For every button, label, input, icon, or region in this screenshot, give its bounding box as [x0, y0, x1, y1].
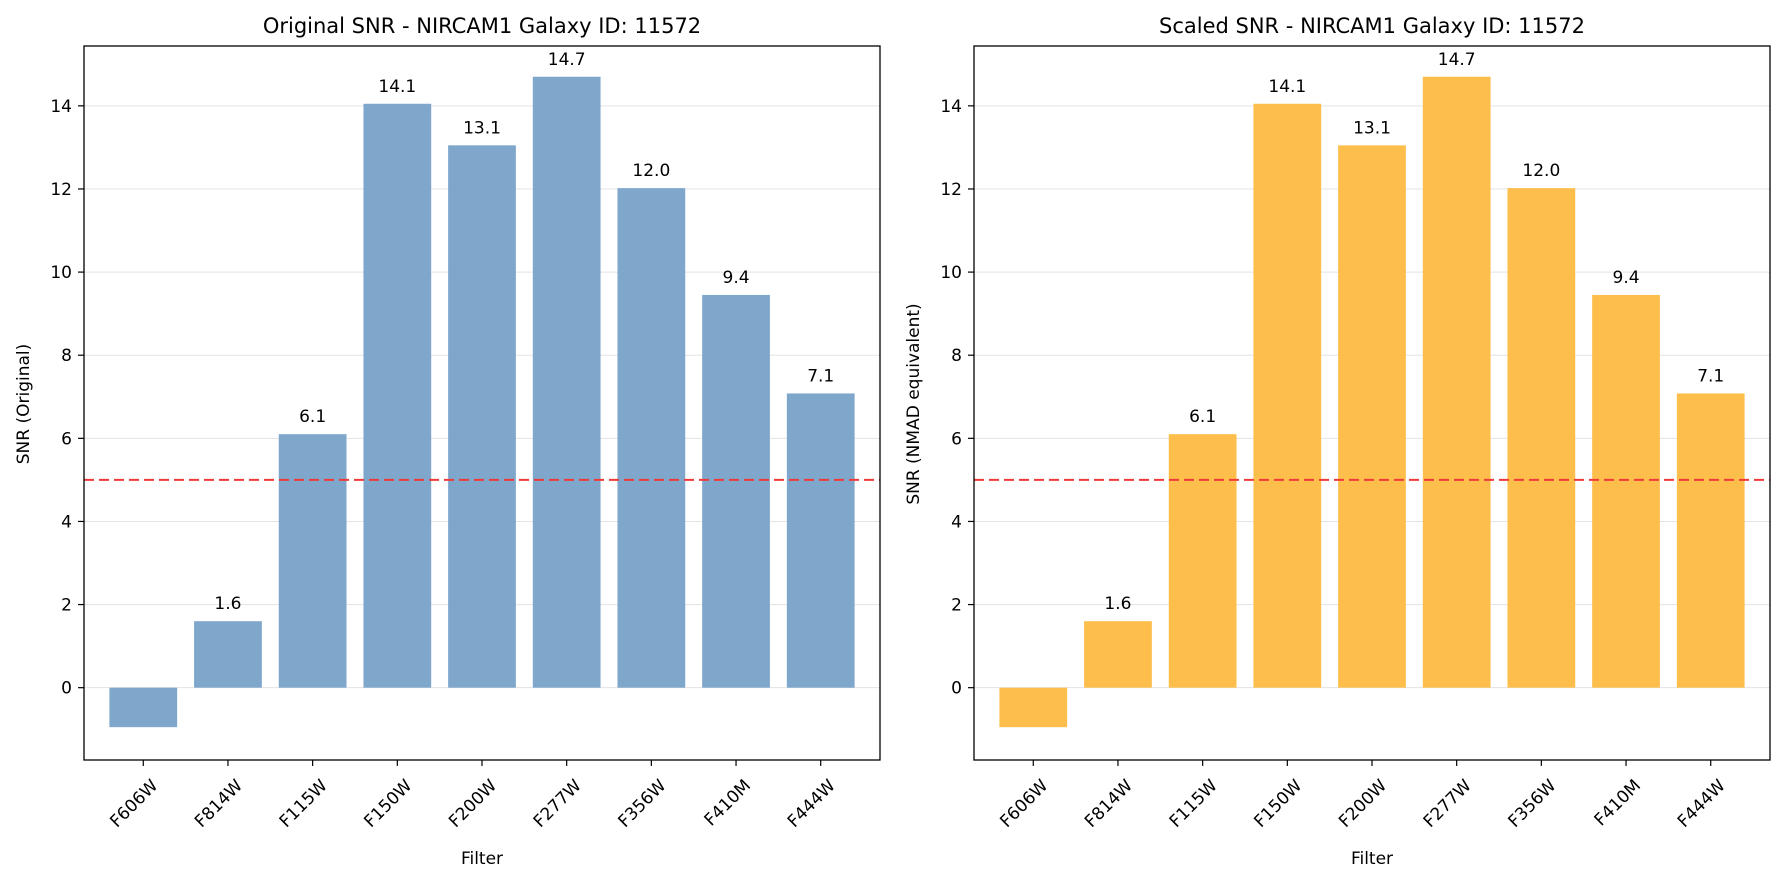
y-tick-label: 6	[951, 429, 962, 449]
x-tick-label: F115W	[276, 776, 332, 832]
x-tick-label: F814W	[191, 776, 247, 832]
x-tick-label: F150W	[360, 776, 416, 832]
data-label: 7.1	[807, 366, 834, 386]
data-label: 13.1	[463, 118, 501, 138]
x-tick-label: F410M	[1591, 776, 1645, 830]
y-tick-label: 10	[940, 263, 962, 283]
y-tick-label: 4	[951, 512, 962, 532]
data-label: 6.1	[299, 407, 326, 427]
bar-f356w	[617, 188, 686, 688]
x-tick-label: F150W	[1250, 776, 1306, 832]
y-tick-label: 14	[940, 97, 962, 117]
bar-f356w	[1507, 188, 1576, 688]
chart-title: Original SNR - NIRCAM1 Galaxy ID: 11572	[263, 14, 701, 38]
y-tick-label: 0	[61, 679, 72, 699]
data-label: 9.4	[723, 268, 750, 288]
bar-f200w	[448, 145, 516, 688]
x-tick-label: F814W	[1081, 776, 1137, 832]
x-tick-label: F444W	[784, 776, 840, 832]
bar-f200w	[1338, 145, 1406, 688]
bar-f277w	[532, 76, 601, 688]
x-tick-label: F410M	[701, 776, 755, 830]
data-label: 7.1	[1697, 366, 1724, 386]
bar-f115w	[1168, 434, 1237, 688]
data-label: 12.0	[632, 161, 670, 181]
y-tick-label: 8	[61, 346, 72, 366]
y-tick-label: 12	[50, 180, 72, 200]
y-tick-label: 8	[951, 346, 962, 366]
x-tick-label: F200W	[1335, 776, 1391, 832]
x-tick-label: F277W	[530, 776, 586, 832]
bar-f410m	[1592, 294, 1660, 688]
x-tick-label: F356W	[1504, 776, 1560, 832]
bar-f606w	[999, 687, 1068, 728]
x-axis-label: Filter	[1351, 849, 1393, 869]
bar-f606w	[109, 687, 178, 728]
y-tick-label: 10	[50, 263, 72, 283]
data-label: 14.1	[378, 77, 416, 97]
y-tick-label: 0	[951, 679, 962, 699]
x-tick-label: F606W	[106, 776, 162, 832]
x-tick-label: F115W	[1166, 776, 1222, 832]
y-axis-label: SNR (Original)	[14, 344, 34, 465]
x-tick-label: F356W	[614, 776, 670, 832]
bar-f115w	[278, 434, 347, 688]
data-label: 12.0	[1522, 161, 1560, 181]
data-label: 14.7	[548, 50, 586, 70]
right-chart-panel: Scaled SNR - NIRCAM1 Galaxy ID: 11572 Fi…	[904, 14, 1771, 869]
y-tick-label: 2	[951, 596, 962, 616]
data-label: 1.6	[214, 594, 241, 614]
bar-f444w	[786, 393, 855, 688]
bar-f150w	[363, 103, 432, 688]
x-tick-label: F277W	[1420, 776, 1476, 832]
data-label: 1.6	[1104, 594, 1131, 614]
data-label: 14.1	[1268, 77, 1306, 97]
y-tick-label: 2	[61, 596, 72, 616]
bar-f150w	[1253, 103, 1322, 688]
y-tick-label: 12	[940, 180, 962, 200]
bar-f814w	[1084, 621, 1152, 688]
data-label: 14.7	[1438, 50, 1476, 70]
bar-f814w	[194, 621, 262, 688]
y-axis-label: SNR (NMAD equivalent)	[904, 303, 924, 504]
bar-f410m	[702, 294, 770, 688]
bar-f444w	[1676, 393, 1745, 688]
left-chart-panel: Original SNR - NIRCAM1 Galaxy ID: 11572 …	[14, 14, 881, 869]
y-tick-label: 6	[61, 429, 72, 449]
data-label: 13.1	[1353, 118, 1391, 138]
x-tick-label: F444W	[1674, 776, 1730, 832]
data-label: 6.1	[1189, 407, 1216, 427]
bar-f277w	[1422, 76, 1491, 688]
y-tick-label: 14	[50, 97, 72, 117]
x-axis-label: Filter	[461, 849, 503, 869]
data-label: 9.4	[1613, 268, 1640, 288]
x-tick-label: F200W	[445, 776, 501, 832]
y-tick-label: 4	[61, 512, 72, 532]
chart-title: Scaled SNR - NIRCAM1 Galaxy ID: 11572	[1159, 14, 1585, 38]
x-tick-label: F606W	[996, 776, 1052, 832]
